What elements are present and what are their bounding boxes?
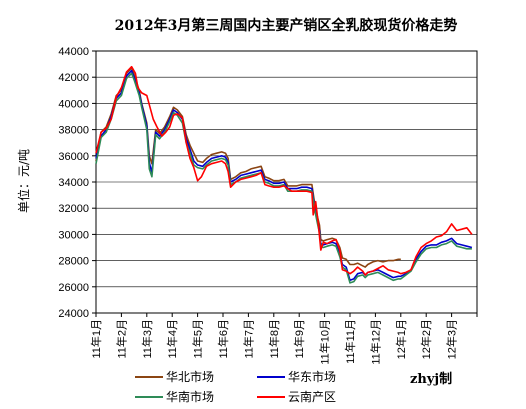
series-line-2 [95, 72, 472, 284]
x-tick-label-3: 11年4月 [165, 319, 179, 359]
x-tick-label-5: 11年6月 [216, 319, 230, 359]
x-axis-ticks: 11年1月 11年2月 11年3月 11年4月 11年5月 11年6月 11年7月 11年8月… [89, 313, 478, 365]
x-tick-label-0: 11年1月 [89, 319, 103, 359]
legend-label-0: 华北市场 [166, 369, 214, 384]
x-tick-label-2: 11年3月 [140, 319, 154, 359]
series-line-1 [95, 69, 473, 282]
legend: 华北市场 华东市场 华南市场 云南产区 [135, 369, 336, 404]
legend-label-1: 华东市场 [288, 369, 336, 384]
y-tick-label-1: 26000 [58, 282, 89, 294]
x-tick-label-4: 11年5月 [191, 319, 205, 359]
y-tick-label-0: 24000 [58, 308, 89, 320]
series-line-3 [95, 65, 473, 276]
legend-label-3: 云南产区 [288, 389, 336, 404]
y-tick-label-5: 34000 [58, 177, 89, 189]
x-tick-label-9: 11年10月 [318, 319, 332, 365]
y-tick-label-8: 40000 [58, 98, 89, 110]
x-tick-label-1: 11年2月 [114, 319, 128, 359]
x-tick-label-7: 11年8月 [267, 319, 281, 359]
y-axis-label: 单位：元/吨 [16, 149, 31, 213]
series-lines [95, 65, 473, 284]
x-tick-label-12: 12年1月 [394, 319, 408, 359]
plot-area [95, 50, 478, 314]
y-tick-label-7: 38000 [58, 125, 89, 137]
y-tick-label-9: 42000 [58, 72, 89, 84]
y-tick-label-4: 32000 [58, 203, 89, 215]
x-tick-label-14: 12年3月 [445, 319, 459, 359]
y-tick-label-2: 28000 [58, 256, 89, 268]
x-tick-label-10: 11年11月 [343, 319, 357, 364]
x-tick-label-13: 12年2月 [419, 319, 433, 359]
credit-label: zhyj制 [410, 371, 452, 387]
x-tick-label-8: 11年9月 [292, 319, 306, 359]
x-tick-label-6: 11年7月 [241, 319, 255, 359]
grid-lines [96, 76, 477, 288]
y-axis-ticks: 24000 26000 28000 30000 32000 34000 36000 38000… [58, 46, 96, 320]
y-tick-label-10: 44000 [58, 46, 89, 58]
y-tick-label-6: 36000 [58, 151, 89, 163]
chart-title: 2012年3月第三周国内主要产销区全乳胶现货价格走势 [115, 17, 458, 34]
series-line-0 [95, 67, 401, 268]
x-tick-label-11: 11年12月 [368, 319, 382, 365]
y-tick-label-3: 30000 [58, 229, 89, 241]
legend-label-2: 华南市场 [166, 389, 214, 404]
